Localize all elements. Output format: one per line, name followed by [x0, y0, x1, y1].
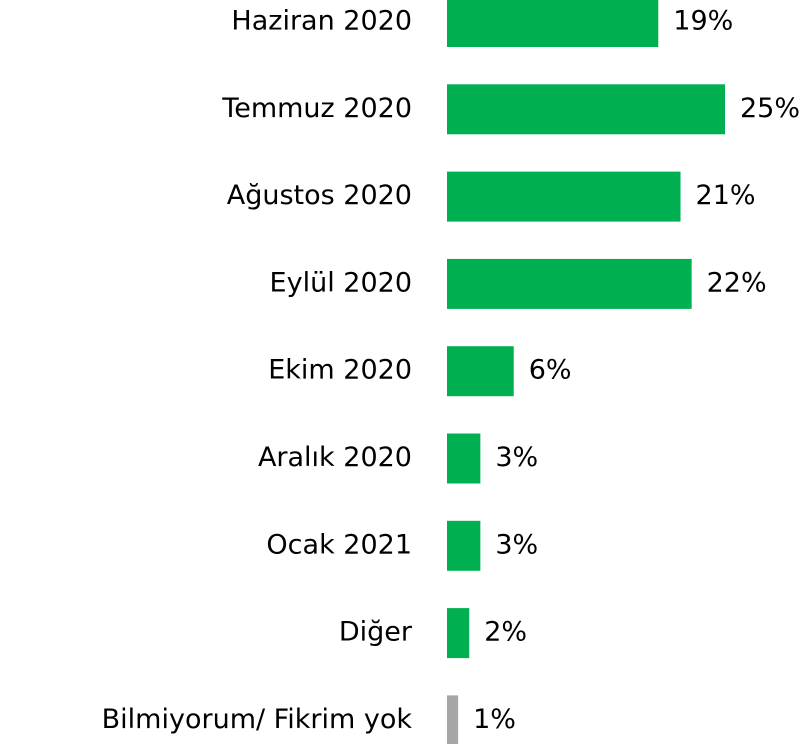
value-label: 6% — [529, 355, 572, 386]
value-label: 22% — [707, 267, 767, 298]
bar — [447, 520, 481, 571]
bar — [447, 0, 659, 47]
value-label: 1% — [473, 704, 516, 735]
category-label: Haziran 2020 — [231, 6, 412, 37]
category-label: Diğer — [339, 617, 413, 648]
category-label: Eylül 2020 — [270, 267, 412, 298]
category-label: Bilmiyorum/ Fikrim yok — [102, 704, 413, 735]
category-label: Ekim 2020 — [268, 355, 412, 386]
value-label: 3% — [495, 529, 538, 560]
bar — [447, 608, 470, 659]
value-label: 2% — [484, 617, 527, 648]
bar — [447, 695, 459, 744]
value-label: 19% — [673, 6, 733, 37]
bar — [447, 171, 681, 222]
bar — [447, 433, 481, 484]
value-label: 21% — [696, 180, 756, 211]
value-label: 3% — [495, 442, 538, 473]
bar — [447, 346, 514, 397]
bar — [447, 84, 725, 135]
category-label: Ağustos 2020 — [227, 180, 412, 211]
category-label: Ocak 2021 — [266, 529, 412, 560]
value-label: 25% — [740, 93, 800, 124]
category-label: Temmuz 2020 — [221, 93, 412, 124]
category-label: Aralık 2020 — [258, 442, 412, 473]
bar — [447, 258, 692, 309]
